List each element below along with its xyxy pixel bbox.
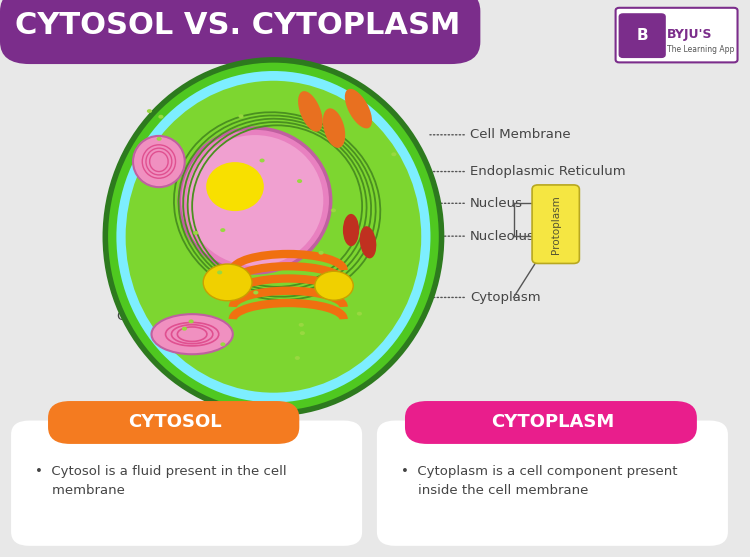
Ellipse shape [220, 228, 226, 232]
Ellipse shape [297, 179, 302, 183]
Text: Nucleolus: Nucleolus [470, 229, 535, 243]
Ellipse shape [188, 319, 194, 323]
Ellipse shape [331, 208, 336, 212]
Text: •  Cytoplasm is a cell component present
    inside the cell membrane: • Cytoplasm is a cell component present … [400, 465, 677, 497]
Ellipse shape [392, 152, 397, 156]
FancyBboxPatch shape [11, 421, 362, 546]
Ellipse shape [187, 135, 323, 266]
Ellipse shape [343, 214, 359, 246]
Ellipse shape [295, 356, 300, 360]
Ellipse shape [254, 291, 259, 295]
Ellipse shape [158, 115, 164, 119]
Text: CYTOPLASM: CYTOPLASM [491, 413, 614, 431]
Text: Nucleus: Nucleus [470, 197, 523, 210]
Ellipse shape [298, 91, 322, 131]
Ellipse shape [105, 60, 442, 413]
Ellipse shape [194, 231, 198, 235]
Ellipse shape [357, 312, 362, 316]
FancyBboxPatch shape [405, 401, 697, 444]
Text: BYJU'S: BYJU'S [668, 28, 712, 41]
Ellipse shape [315, 271, 353, 300]
Ellipse shape [300, 331, 305, 335]
Text: Cytosol: Cytosol [116, 310, 165, 323]
Ellipse shape [126, 81, 422, 393]
Ellipse shape [133, 136, 184, 187]
Ellipse shape [116, 71, 430, 402]
Ellipse shape [319, 251, 324, 255]
Ellipse shape [182, 327, 187, 331]
Ellipse shape [206, 162, 264, 211]
Text: Protoplasm: Protoplasm [550, 195, 561, 254]
Ellipse shape [217, 271, 222, 275]
Text: The Learning App: The Learning App [668, 45, 735, 53]
Ellipse shape [298, 323, 304, 327]
Text: CYTOSOL VS. CYTOPLASM: CYTOSOL VS. CYTOPLASM [15, 11, 460, 40]
Ellipse shape [179, 128, 331, 273]
Ellipse shape [345, 89, 372, 129]
Ellipse shape [360, 226, 376, 258]
Text: B: B [637, 28, 648, 42]
Ellipse shape [322, 108, 345, 148]
Ellipse shape [203, 264, 252, 301]
Ellipse shape [260, 159, 265, 163]
FancyBboxPatch shape [620, 14, 665, 57]
Text: Cytoplasm: Cytoplasm [470, 291, 541, 304]
Ellipse shape [152, 314, 232, 354]
Ellipse shape [220, 343, 226, 346]
Ellipse shape [238, 114, 244, 118]
FancyBboxPatch shape [532, 185, 580, 263]
Ellipse shape [147, 109, 152, 113]
Text: Endoplasmic Reticulum: Endoplasmic Reticulum [470, 165, 626, 178]
Text: •  Cytosol is a fluid present in the cell
    membrane: • Cytosol is a fluid present in the cell… [35, 465, 287, 497]
FancyBboxPatch shape [0, 0, 480, 64]
Text: CYTOSOL: CYTOSOL [128, 413, 222, 431]
FancyBboxPatch shape [616, 8, 737, 62]
Text: Cell Membrane: Cell Membrane [470, 128, 571, 141]
FancyBboxPatch shape [48, 401, 299, 444]
FancyBboxPatch shape [377, 421, 728, 546]
Ellipse shape [157, 137, 162, 141]
